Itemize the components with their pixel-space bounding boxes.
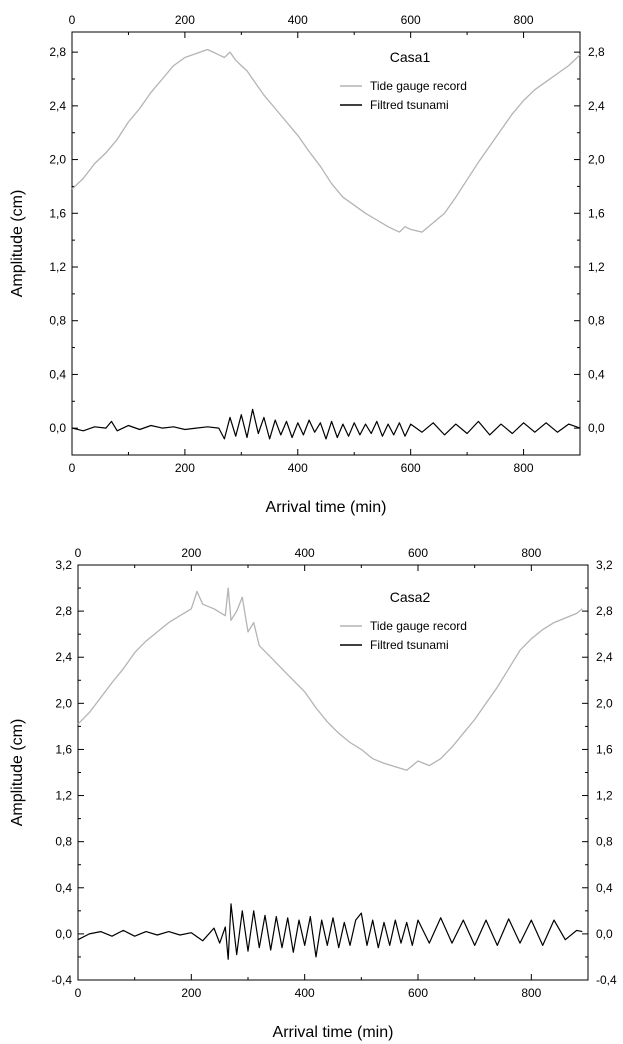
y-tick-label-left: 0,4 — [49, 367, 66, 381]
y-axis-title: Amplitude (cm) — [9, 190, 26, 298]
y-tick-label-left: 0,8 — [49, 314, 66, 328]
x-tick-label-bottom: 800 — [514, 461, 534, 475]
chart-title: Casa1 — [390, 49, 431, 65]
x-tick-label-bottom: 800 — [521, 986, 541, 1000]
y-tick-label-left: 1,2 — [49, 260, 66, 274]
chart-panel-1: 0 0 200 200 400 400 600 600 800 800 0,0 0,0 0,4 0,4 0,… — [9, 13, 605, 516]
legend-label: Filtred tsunami — [370, 98, 449, 112]
x-tick-label-top: 200 — [181, 546, 201, 560]
y-tick-label-left: 2,8 — [55, 604, 72, 618]
y-tick-label-right: -0,4 — [596, 973, 617, 987]
x-tick-label-bottom: 0 — [75, 986, 82, 1000]
chart-panel-2: 0 0 200 200 400 400 600 600 800 800 -0,4 -0,4 0,0 0,0… — [9, 546, 617, 1041]
x-tick-label-top: 600 — [401, 13, 421, 27]
x-tick-label-top: 400 — [288, 13, 308, 27]
legend-label: Filtred tsunami — [370, 638, 449, 652]
x-tick-label-bottom: 400 — [288, 461, 308, 475]
x-tick-label-top: 0 — [69, 13, 76, 27]
series-line-filtred-tsunami — [71, 408, 581, 440]
y-tick-label-right: 2,0 — [596, 696, 613, 710]
y-tick-label-left: 2,4 — [55, 650, 72, 664]
y-tick-label-right: 2,8 — [596, 604, 613, 618]
y-tick-label-right: 0,4 — [588, 367, 605, 381]
y-tick-label-left: 2,0 — [49, 153, 66, 167]
legend-label: Tide gauge record — [370, 79, 467, 93]
x-tick-label-top: 600 — [408, 546, 428, 560]
y-tick-label-left: 0,4 — [55, 881, 72, 895]
x-tick-label-bottom: 600 — [408, 986, 428, 1000]
y-tick-label-right: 2,4 — [588, 99, 605, 113]
y-tick-label-right: 0,8 — [588, 314, 605, 328]
y-tick-label-right: 2,4 — [596, 650, 613, 664]
y-tick-label-right: 0,4 — [596, 881, 613, 895]
y-tick-label-left: 0,8 — [55, 835, 72, 849]
x-tick-label-bottom: 200 — [175, 461, 195, 475]
x-tick-label-bottom: 400 — [295, 986, 315, 1000]
y-tick-label-right: 2,0 — [588, 153, 605, 167]
y-tick-label-right: 1,2 — [596, 789, 613, 803]
series-line-filtred-tsunami — [77, 903, 583, 960]
chart-title: Casa2 — [390, 589, 431, 605]
x-axis-title: Arrival time (min) — [273, 1024, 394, 1041]
y-tick-label-left: 3,2 — [55, 558, 72, 572]
y-tick-label-right: 1,6 — [596, 742, 613, 756]
series-line-tide-gauge — [71, 48, 581, 233]
x-tick-label-bottom: 600 — [401, 461, 421, 475]
y-tick-label-right: 3,2 — [596, 558, 613, 572]
y-tick-label-right: 0,8 — [596, 835, 613, 849]
y-tick-label-left: 0,0 — [49, 421, 66, 435]
x-tick-label-top: 400 — [295, 546, 315, 560]
y-tick-label-right: 1,6 — [588, 206, 605, 220]
y-tick-label-right: 0,0 — [596, 927, 613, 941]
x-tick-label-top: 800 — [521, 546, 541, 560]
y-tick-label-left: 1,6 — [49, 206, 66, 220]
y-tick-label-left: 1,2 — [55, 789, 72, 803]
series-line-tide-gauge — [77, 587, 583, 771]
y-tick-label-right: 0,0 — [588, 421, 605, 435]
y-tick-label-right: 1,2 — [588, 260, 605, 274]
x-tick-label-top: 800 — [514, 13, 534, 27]
x-tick-label-bottom: 200 — [181, 986, 201, 1000]
x-tick-label-top: 200 — [175, 13, 195, 27]
y-tick-label-left: -0,4 — [51, 973, 72, 987]
y-tick-label-right: 2,8 — [588, 45, 605, 59]
x-tick-label-bottom: 0 — [69, 461, 76, 475]
y-axis-title: Amplitude (cm) — [9, 719, 26, 827]
y-tick-label-left: 1,6 — [55, 742, 72, 756]
y-tick-label-left: 2,0 — [55, 696, 72, 710]
legend-label: Tide gauge record — [370, 619, 467, 633]
y-tick-label-left: 0,0 — [55, 927, 72, 941]
plot-frame — [71, 31, 581, 456]
x-tick-label-top: 0 — [75, 546, 82, 560]
y-tick-label-left: 2,4 — [49, 99, 66, 113]
x-axis-title: Arrival time (min) — [266, 499, 387, 516]
y-tick-label-left: 2,8 — [49, 45, 66, 59]
